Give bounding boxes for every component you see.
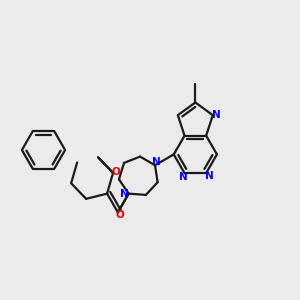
Text: N: N [152, 157, 161, 166]
Text: N: N [205, 170, 214, 181]
Text: O: O [111, 167, 120, 177]
Text: O: O [115, 210, 124, 220]
Text: N: N [212, 110, 221, 120]
Text: N: N [179, 172, 188, 182]
Text: N: N [120, 189, 129, 199]
